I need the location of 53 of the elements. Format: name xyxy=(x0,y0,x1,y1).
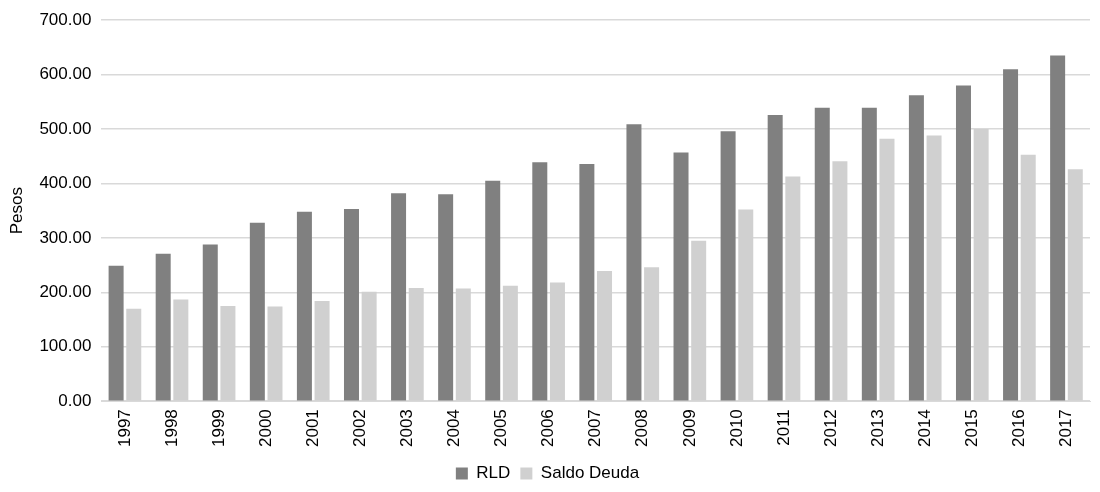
bar xyxy=(296,211,312,401)
x-tick-label: 2010 xyxy=(726,409,746,448)
bar xyxy=(814,107,830,401)
x-tick-label: 2011 xyxy=(773,409,793,446)
y-tick-label: 400.00 xyxy=(39,173,92,193)
y-tick-label: 300.00 xyxy=(39,227,92,247)
x-tick-label: 1997 xyxy=(114,409,134,448)
x-tick-label: 2001 xyxy=(302,409,322,448)
bar xyxy=(955,85,971,401)
x-tick-label: 2015 xyxy=(962,409,981,448)
y-axis-title: Pesos xyxy=(6,187,26,235)
y-tick-label: 200.00 xyxy=(39,282,92,302)
x-tick-label: 2006 xyxy=(538,409,558,448)
x-tick-label: 1998 xyxy=(161,409,181,448)
bar xyxy=(626,124,642,401)
x-tick-label: 2007 xyxy=(585,409,605,448)
bar xyxy=(249,222,265,401)
x-tick-label: 2014 xyxy=(914,409,934,448)
x-tick-label: 2000 xyxy=(255,409,275,448)
bar xyxy=(861,107,877,401)
legend-label: Saldo Deuda xyxy=(540,463,640,483)
x-tick-label: 1999 xyxy=(208,409,228,448)
bar xyxy=(532,162,548,401)
x-tick-label: 2013 xyxy=(867,409,887,448)
x-tick-label: 2009 xyxy=(679,409,699,448)
bar xyxy=(673,152,689,401)
legend-label: RLD xyxy=(476,463,511,483)
bar xyxy=(1003,69,1019,401)
x-tick-label: 2005 xyxy=(491,409,511,448)
bar xyxy=(908,95,924,401)
bar xyxy=(438,194,454,401)
bar xyxy=(343,209,359,401)
bar xyxy=(202,244,218,401)
bar xyxy=(155,253,171,401)
bar xyxy=(485,180,501,401)
y-tick-label: 500.00 xyxy=(39,118,92,138)
x-tick-label: 2016 xyxy=(1009,409,1029,448)
y-tick-label: 0.00 xyxy=(58,390,92,410)
bar xyxy=(720,131,736,401)
x-tick-label: 2004 xyxy=(444,409,464,448)
x-tick-label: 2012 xyxy=(820,409,840,448)
y-tick-label: 100.00 xyxy=(39,336,92,356)
x-tick-label: 2002 xyxy=(350,409,369,448)
bar xyxy=(767,114,783,401)
y-tick-label: 600.00 xyxy=(39,64,92,84)
bar xyxy=(391,193,407,401)
bar xyxy=(1050,55,1066,401)
bar xyxy=(108,265,124,401)
x-tick-label: 2017 xyxy=(1056,409,1076,448)
bar xyxy=(579,163,595,401)
y-tick-label: 700.00 xyxy=(39,9,92,29)
x-tick-label: 2008 xyxy=(632,409,652,448)
x-tick-label: 2003 xyxy=(397,409,417,448)
